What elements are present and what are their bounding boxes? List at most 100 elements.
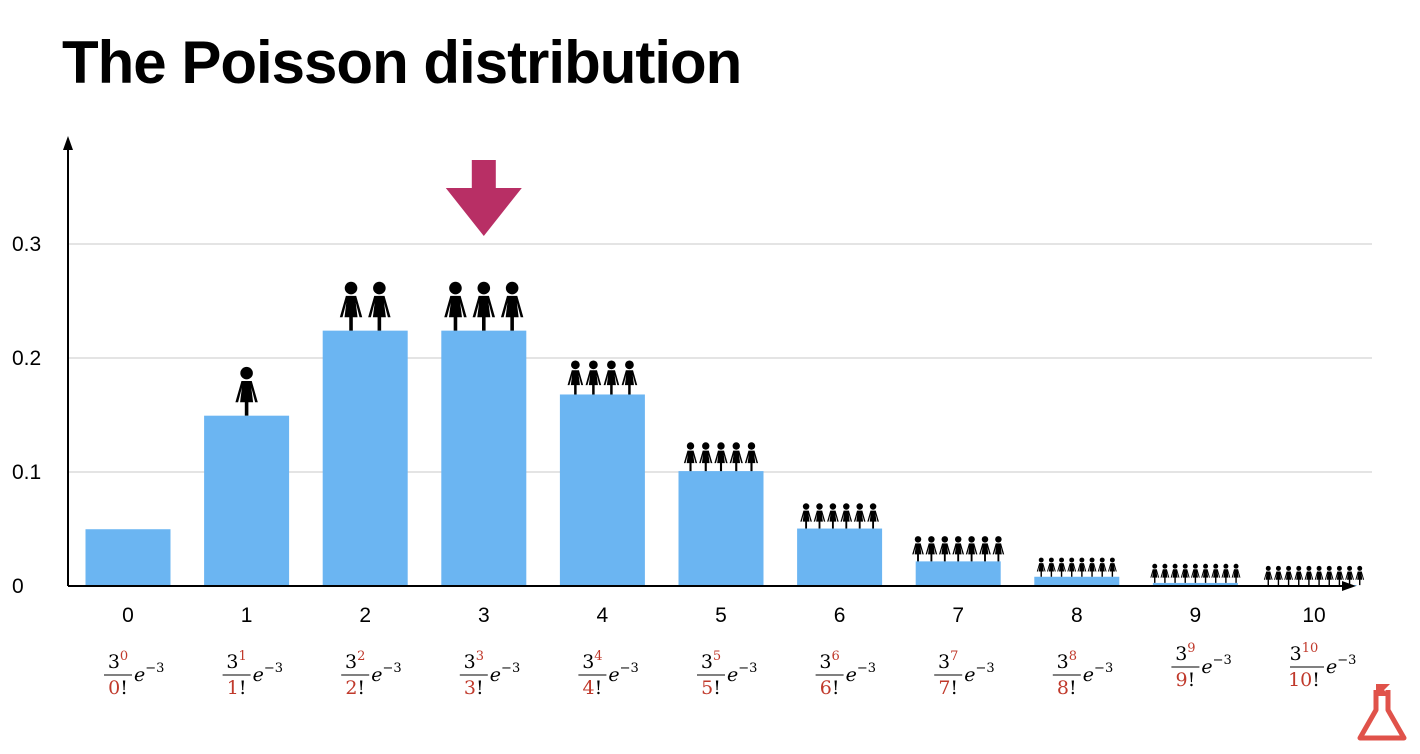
person-icon	[683, 442, 698, 472]
person-icon	[1191, 563, 1200, 583]
person-icon	[1170, 563, 1180, 583]
bar	[559, 394, 645, 586]
formula-exponential: e−3	[727, 661, 757, 686]
formula-exponential: e−3	[608, 661, 638, 686]
x-tick-label: 10	[1302, 604, 1325, 627]
formula-exponential: e−3	[1326, 653, 1356, 678]
bar	[1152, 582, 1238, 586]
formula-numerator: 39	[1175, 641, 1195, 665]
x-tick-label: 5	[715, 604, 727, 627]
person-icon	[1107, 557, 1117, 577]
y-axis-arrow	[63, 136, 73, 150]
formula-exponential: e−3	[490, 661, 520, 686]
person-icon	[567, 360, 584, 395]
x-tick-label: 4	[597, 604, 609, 627]
person-icon	[1211, 563, 1221, 583]
person-icon	[1097, 557, 1107, 577]
person-icon	[925, 536, 938, 562]
bar	[441, 330, 527, 586]
person-icon	[1345, 565, 1354, 586]
axes	[63, 136, 1356, 591]
formula-label: 33 3! e−3	[459, 649, 520, 699]
page-title: The Poisson distribution	[62, 29, 742, 96]
person-icon	[235, 366, 258, 416]
formula-denominator: 2!	[345, 677, 365, 699]
person-icon	[1324, 565, 1334, 586]
person-icon	[1284, 565, 1293, 586]
formula-denominator: 0!	[108, 677, 128, 699]
person-icon	[1077, 557, 1087, 577]
formula-numerator: 38	[1057, 649, 1077, 673]
formula-denominator: 7!	[938, 677, 958, 699]
y-tick-label: 0	[12, 575, 24, 598]
formula-numerator: 35	[701, 649, 721, 673]
formula-denominator: 3!	[464, 677, 484, 699]
person-icon	[368, 281, 391, 331]
y-tick-labels: 0 0.1 0.2 0.3	[12, 233, 41, 598]
person-icon	[1263, 565, 1273, 586]
formula-numerator: 36	[819, 649, 839, 673]
formula-exponential: e−3	[846, 661, 876, 686]
person-icon	[965, 536, 978, 562]
formula-exponential: e−3	[964, 661, 994, 686]
person-icon	[992, 536, 1005, 562]
formula-numerator: 30	[108, 649, 128, 673]
formula-label: 310 10! e−3	[1288, 641, 1356, 691]
y-tick-label: 0.3	[12, 233, 41, 256]
formula-numerator: 310	[1290, 641, 1319, 665]
person-icon	[1087, 557, 1097, 577]
person-icon	[1046, 557, 1056, 577]
person-icon	[714, 442, 728, 472]
formula-numerator: 31	[226, 649, 246, 673]
x-tick-label: 2	[359, 604, 371, 627]
person-icon	[979, 536, 991, 562]
formula-label: 30 0! e−3	[104, 649, 164, 699]
formula-denominator: 1!	[227, 677, 247, 699]
person-icon	[1067, 557, 1077, 577]
formula-numerator: 32	[345, 649, 365, 673]
formula-labels: 300!e−3 311!e−3 322!e−3 333!e−3 344!e−3 355!e…	[104, 641, 1356, 699]
x-tick-label: 7	[952, 604, 964, 627]
person-icon	[813, 503, 826, 529]
person-icon	[867, 503, 879, 529]
bar	[915, 561, 1001, 586]
person-icon	[1201, 563, 1210, 583]
formula-exponential: e−3	[1201, 653, 1231, 678]
person-icon	[1180, 563, 1190, 583]
person-icon	[912, 536, 924, 562]
formula-label: 35 5! e−3	[697, 649, 757, 699]
person-icon	[1304, 565, 1314, 586]
x-tick-label: 1	[241, 604, 253, 627]
person-icon	[853, 503, 866, 529]
bar	[797, 528, 883, 586]
formula-label: 37 7! e−3	[934, 649, 995, 699]
person-icon	[827, 503, 839, 529]
formula-label: 34 4!e−3	[578, 649, 639, 699]
x-tick-label: 6	[834, 604, 846, 627]
person-icon	[621, 360, 638, 395]
formula-numerator: 34	[582, 649, 602, 673]
person-icon	[472, 281, 495, 331]
person-icon	[1160, 563, 1170, 583]
formula-denominator: 8!	[1057, 677, 1077, 699]
bar	[678, 471, 764, 586]
formula-exponential: e−3	[253, 661, 283, 686]
bar	[85, 529, 171, 586]
formula-numerator: 37	[938, 649, 958, 673]
x-tick-label: 3	[478, 604, 490, 627]
formula-denominator: 4!	[583, 677, 603, 699]
formula-denominator: 5!	[701, 677, 721, 699]
bar	[1034, 576, 1120, 586]
bar	[322, 330, 408, 586]
person-icon	[952, 536, 964, 562]
formula-label: 31 1! e−3	[222, 649, 283, 699]
person-icon	[1274, 565, 1283, 586]
formula-denominator: 6!	[820, 677, 840, 699]
x-tick-labels: 0 1 2 3 4 5 6 7 8 9 10	[122, 604, 1326, 627]
x-tick-label: 0	[122, 604, 134, 627]
bars	[85, 330, 1357, 586]
formula-denominator: 10!	[1288, 669, 1320, 691]
flask-icon	[1357, 684, 1407, 741]
person-icon	[1314, 565, 1324, 586]
